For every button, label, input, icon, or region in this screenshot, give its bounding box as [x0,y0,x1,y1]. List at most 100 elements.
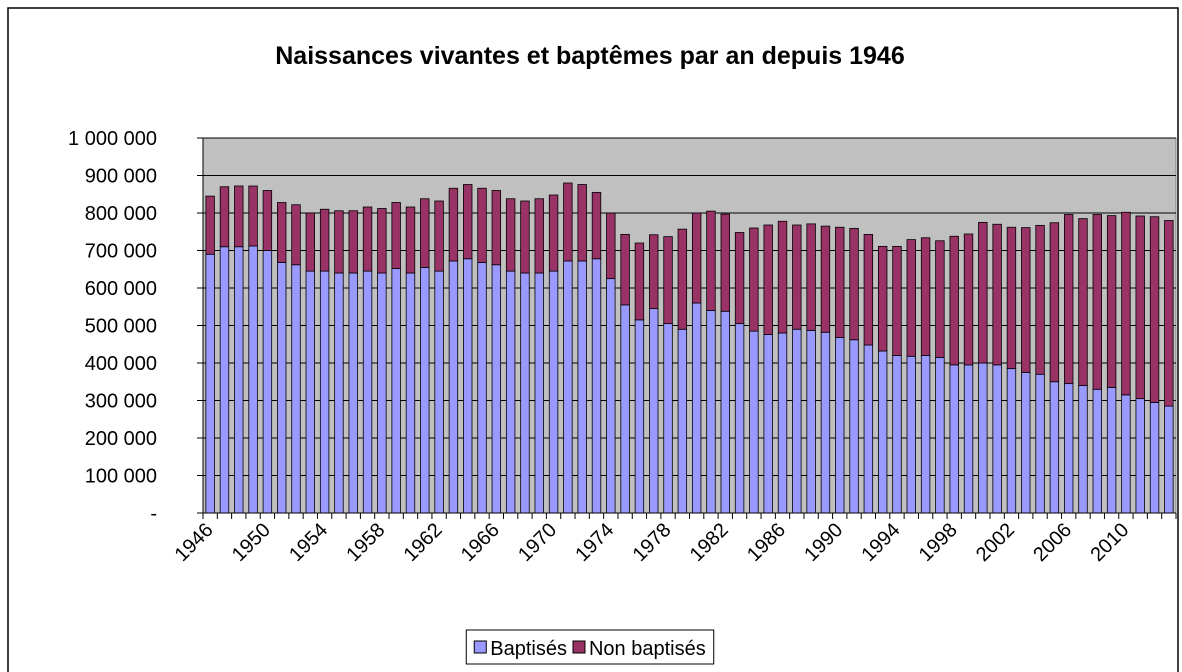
bar-segment [634,319,645,514]
bar-segment [706,310,716,514]
bar-segment [420,198,430,268]
bar-segment [734,323,745,514]
bar-segment [1135,398,1145,514]
bar-segment [777,332,788,514]
y-tick-label: 700 000 [85,241,157,263]
bar-segment [534,272,544,514]
bar-segment [749,330,759,514]
bar-segment [362,206,373,272]
bar-segment [577,260,587,514]
bar-segment [319,208,330,272]
bar-segment [1035,224,1045,375]
bar-segment [405,272,416,514]
bar-segment [1049,381,1060,514]
bar-segment [291,264,301,514]
bar-segment [477,262,487,514]
bar-segment [1049,222,1060,383]
bar-segment [277,262,287,514]
bar-segment [205,253,215,514]
bar-segment [548,270,559,514]
bar-segment [835,226,845,338]
bar-segment [606,212,616,280]
bar-segment [749,227,759,332]
bar-segment [620,233,630,306]
bar-segment [405,206,416,274]
bar-segment [305,212,316,272]
bar-segment [563,260,573,514]
y-tick-label: 200 000 [85,428,157,450]
bar-segment [691,212,702,304]
y-tick-label: 900 000 [85,166,157,188]
bar-segment [920,355,931,514]
bar-segment [806,223,816,331]
bar-segment [520,272,530,514]
bar-segment [563,182,573,262]
bar-segment [534,198,544,274]
bar-segment [491,190,502,266]
bar-segment [305,270,316,514]
chart-title: Naissances vivantes et baptêmes par an d… [275,42,904,70]
bar-segment [806,329,816,514]
bar-segment [420,266,430,514]
y-tick-label: 100 000 [85,466,157,488]
bar-segment [949,235,959,366]
bar-segment [548,194,559,272]
bar-segment [477,187,487,263]
legend: Baptisés Non baptisés [465,629,715,665]
legend-swatch [473,640,487,654]
bar-segment [820,225,831,333]
y-tick-label: - [150,503,157,525]
bar-segment [348,210,358,274]
bar-segment [1106,386,1117,514]
bar-segment [992,223,1002,366]
bar-segment [362,270,373,514]
bar-segment [391,202,401,269]
bar-segment [763,224,773,335]
bar-segment [1021,371,1031,514]
bar-segment [963,233,974,366]
bar-segment [877,245,888,352]
bar-segment [1121,394,1131,514]
legend-label: Baptisés [490,638,567,660]
bar-segment [591,191,602,260]
bar-segment [663,236,673,325]
bar-segment [1035,373,1045,514]
bar-segment [1164,220,1174,407]
bar-segment [1063,214,1074,385]
bar-segment [906,355,916,514]
bar-segment [849,227,859,341]
bar-segment [377,208,387,274]
bar-segment [677,228,688,330]
bar-segment [906,239,916,357]
bar-segment [835,337,845,514]
bar-segment [391,268,401,514]
bar-segment [1149,401,1160,514]
bar-segment [1063,383,1074,514]
bar-segment [234,246,244,514]
bar-segment [291,204,301,266]
bar-segment [720,310,730,514]
bar-segment [1135,215,1145,400]
bar-segment [491,264,502,514]
bar-segment [348,272,358,514]
bar-segment [863,233,874,346]
bar-segment [649,308,659,514]
bar-segment [248,245,258,514]
bar-segment [505,270,516,514]
bar-segment [262,190,273,251]
bar-segment [792,224,802,330]
bar-segment [677,328,688,514]
bar-segment [377,272,387,514]
bar-segment [949,364,959,514]
bar-segment [606,278,616,514]
y-tick-label: 600 000 [85,278,157,300]
y-tick-label: 800 000 [85,203,157,225]
bar-segment [777,220,788,334]
bar-segment [691,302,702,514]
bar-segment [1006,226,1017,370]
y-tick-label: 300 000 [85,391,157,413]
bar-segment [820,331,831,514]
bar-segment [448,260,459,514]
bar-segment [277,202,287,263]
